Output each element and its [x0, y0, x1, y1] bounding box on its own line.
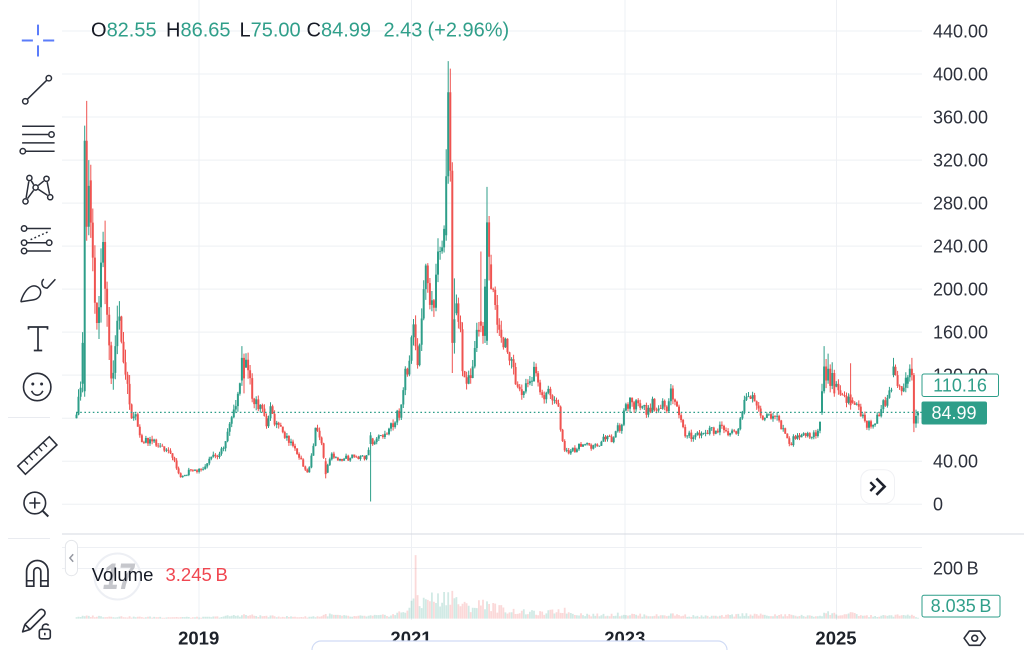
- svg-text:84.99: 84.99: [931, 403, 976, 423]
- svg-text:O82.55: O82.55: [91, 20, 157, 42]
- svg-text:C84.99: C84.99: [307, 20, 372, 42]
- svg-text:200.00: 200.00: [933, 280, 988, 300]
- svg-text:40.00: 40.00: [933, 452, 978, 472]
- svg-text:2019: 2019: [178, 628, 219, 649]
- svg-text:160.00: 160.00: [933, 323, 988, 343]
- svg-text:H86.65: H86.65: [166, 20, 231, 42]
- svg-text:3.245 B: 3.245 B: [166, 564, 228, 585]
- svg-text:2.43: 2.43: [384, 20, 423, 42]
- svg-text:(+2.96%): (+2.96%): [428, 20, 510, 42]
- svg-text:440.00: 440.00: [933, 22, 988, 42]
- svg-text:110.16: 110.16: [933, 375, 987, 395]
- svg-text:L75.00: L75.00: [240, 20, 301, 42]
- svg-text:0: 0: [933, 495, 943, 515]
- svg-text:2025: 2025: [815, 628, 856, 649]
- svg-text:320.00: 320.00: [933, 151, 988, 171]
- svg-text:8.035 B: 8.035 B: [931, 596, 992, 616]
- svg-text:240.00: 240.00: [933, 237, 988, 257]
- svg-text:200 B: 200 B: [933, 558, 979, 578]
- svg-text:Volume: Volume: [92, 564, 154, 585]
- svg-text:400.00: 400.00: [933, 65, 988, 85]
- svg-text:17: 17: [103, 555, 136, 597]
- svg-text:280.00: 280.00: [933, 194, 988, 214]
- svg-text:360.00: 360.00: [933, 108, 988, 128]
